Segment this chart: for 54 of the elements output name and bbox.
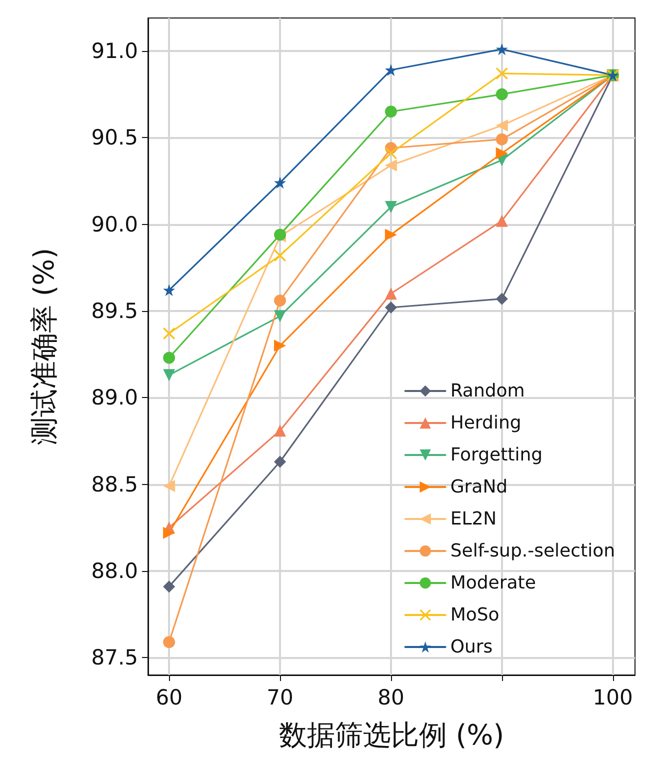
point xyxy=(384,147,397,160)
point xyxy=(163,328,176,340)
legend-label: Ours xyxy=(450,636,493,658)
point xyxy=(274,310,286,322)
y-tick-label: 89.0 xyxy=(91,386,138,410)
x-axis-title: 数据筛选比例 (%) xyxy=(278,718,504,752)
point xyxy=(496,292,508,305)
point xyxy=(384,288,397,300)
legend-label: Forgetting xyxy=(450,444,543,466)
point xyxy=(496,133,508,146)
x-tick-label: 80 xyxy=(378,686,404,710)
point xyxy=(384,301,397,314)
point xyxy=(274,249,286,262)
point xyxy=(274,424,286,437)
y-tick-label: 90.0 xyxy=(91,212,138,236)
point xyxy=(163,580,176,593)
point xyxy=(163,352,176,364)
point xyxy=(163,636,176,648)
legend-label: Herding xyxy=(450,412,522,434)
legend-label: MoSo xyxy=(450,604,500,626)
point xyxy=(274,456,286,468)
x-tick-label: 100 xyxy=(592,686,633,710)
point xyxy=(384,228,397,241)
point xyxy=(496,147,508,160)
y-tick-label: 87.5 xyxy=(91,646,138,670)
point xyxy=(496,119,508,132)
point xyxy=(163,480,176,492)
y-tick-label: 88.0 xyxy=(91,558,138,583)
legend-label: EL2N xyxy=(450,508,497,530)
x-tick-label: 70 xyxy=(266,686,294,710)
y-tick-label: 88.5 xyxy=(91,472,138,496)
point xyxy=(274,340,286,352)
point xyxy=(384,159,397,172)
point xyxy=(163,526,176,539)
point xyxy=(384,64,397,76)
legend-label: Self-sup.-selection xyxy=(450,540,616,562)
y-tick-label: 89.5 xyxy=(91,298,138,323)
point xyxy=(496,43,508,56)
x-tick-label: 60 xyxy=(156,686,182,710)
point xyxy=(274,176,286,189)
y-tick-label: 91.0 xyxy=(91,38,138,63)
point xyxy=(163,369,176,382)
legend-label: Moderate xyxy=(450,572,536,594)
point xyxy=(496,88,508,100)
point xyxy=(384,106,397,118)
point xyxy=(274,294,286,307)
point xyxy=(496,214,508,227)
legend-label: GraNd xyxy=(450,476,508,498)
point xyxy=(496,67,508,80)
legend-label: Random xyxy=(450,380,525,402)
point xyxy=(384,200,397,213)
y-tick-label: 90.5 xyxy=(91,126,138,150)
point xyxy=(163,284,176,296)
y-axis-title: 测试准确率 (%) xyxy=(28,248,60,446)
